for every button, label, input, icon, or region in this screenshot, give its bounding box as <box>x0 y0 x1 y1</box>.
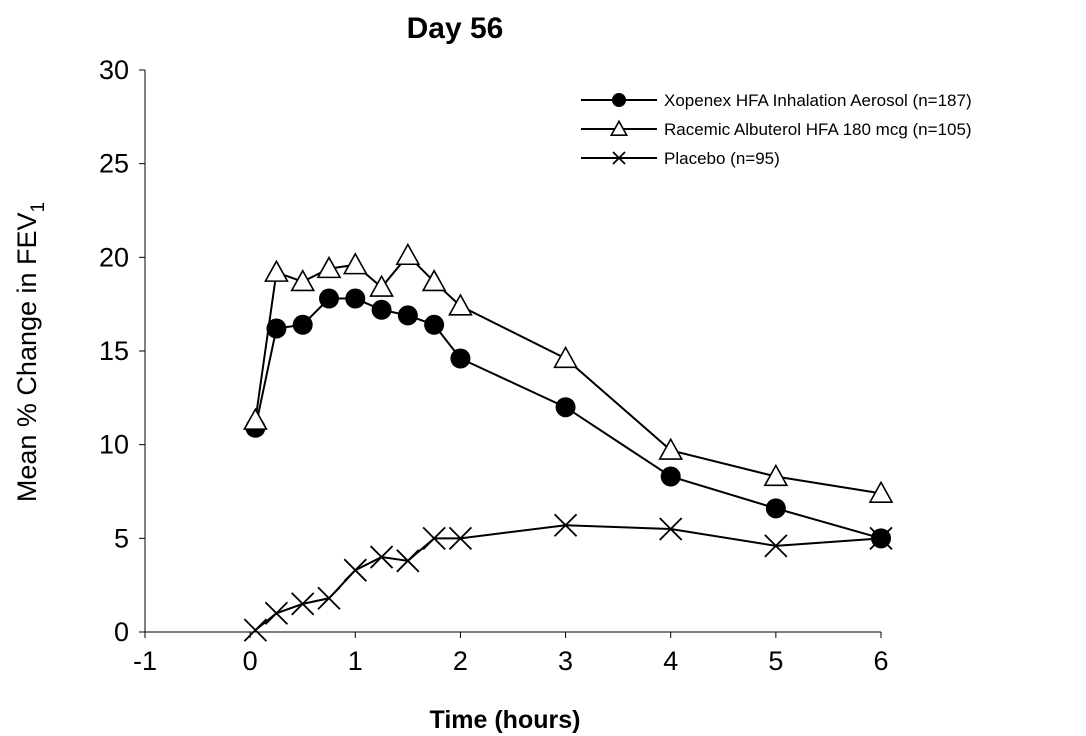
legend-entry-3: Placebo (n=95) <box>581 149 780 168</box>
y-tick-label: 5 <box>114 523 129 553</box>
data-point <box>292 314 313 335</box>
y-tick-label: 20 <box>99 242 129 272</box>
data-point <box>658 437 684 460</box>
data-point <box>371 299 392 320</box>
y-tick-label: 15 <box>99 336 129 366</box>
data-point <box>450 348 471 369</box>
x-tick-label: 2 <box>453 646 468 676</box>
x-axis-label: Time (hours) <box>430 706 581 734</box>
x-tick-label: -1 <box>133 646 157 676</box>
data-point <box>266 318 287 339</box>
data-point <box>764 534 788 558</box>
x-tick-label: 4 <box>663 646 678 676</box>
y-tick-label: 10 <box>99 430 129 460</box>
x-tick-label: 0 <box>243 646 258 676</box>
data-point <box>345 288 366 309</box>
legend: Xopenex HFA Inhalation Aerosol (n=187) Ra… <box>581 91 972 168</box>
series-line <box>254 297 882 540</box>
y-tick-label: 0 <box>114 617 129 647</box>
data-point <box>395 242 421 266</box>
y-tick-labels: 0 5 10 15 20 25 30 <box>99 55 129 647</box>
data-point <box>243 407 268 430</box>
data-point <box>421 269 447 292</box>
series-line <box>254 524 882 631</box>
data-point <box>555 397 576 418</box>
data-point <box>243 618 268 642</box>
data-point <box>765 498 786 519</box>
x-tick-label: 3 <box>558 646 573 676</box>
legend-label: Placebo (n=95) <box>664 149 780 168</box>
data-point <box>319 288 339 309</box>
data-point <box>553 513 578 537</box>
data-point <box>553 345 578 369</box>
legend-label: Racemic Albuterol HFA 180 mcg (n=105) <box>664 120 972 139</box>
data-point <box>316 255 342 279</box>
data-point <box>369 274 394 297</box>
data-point <box>763 463 789 487</box>
x-tick-labels: -1 0 1 2 3 4 5 6 <box>133 646 889 676</box>
data-point <box>343 558 367 582</box>
legend-marker <box>612 151 626 165</box>
y-axis-label-main: Mean % Change in FEV <box>12 212 42 502</box>
data-point <box>869 526 893 550</box>
legend-marker <box>609 119 629 136</box>
data-point <box>264 259 289 282</box>
data-point <box>396 549 420 573</box>
series-2 <box>243 242 894 503</box>
data-point <box>868 480 894 503</box>
y-axis-label-subscript: 1 <box>28 202 49 213</box>
data-point <box>397 305 418 326</box>
x-tick-label: 6 <box>873 646 888 676</box>
y-tick-label: 30 <box>99 55 129 85</box>
legend-label: Xopenex HFA Inhalation Aerosol (n=187) <box>664 91 972 110</box>
axes <box>139 69 882 638</box>
data-point <box>424 314 445 335</box>
data-point <box>342 252 368 275</box>
data-point <box>448 293 473 316</box>
data-point <box>317 586 341 610</box>
legend-marker <box>612 93 626 107</box>
x-tick-label: 1 <box>348 646 363 676</box>
data-point <box>422 526 446 550</box>
data-point <box>369 545 394 569</box>
legend-entry-1: Xopenex HFA Inhalation Aerosol (n=187) <box>581 91 972 110</box>
chart-title: Day 56 <box>407 12 504 45</box>
data-point <box>659 517 683 541</box>
legend-entry-2: Racemic Albuterol HFA 180 mcg (n=105) <box>581 119 972 139</box>
data-point <box>448 526 473 550</box>
data-point <box>660 466 681 487</box>
series-1 <box>245 288 891 549</box>
data-point <box>290 269 316 292</box>
y-tick-label: 25 <box>99 149 129 179</box>
series-3 <box>243 513 893 642</box>
data-point <box>264 601 289 625</box>
x-tick-label: 5 <box>768 646 783 676</box>
y-axis-label: Mean % Change in FEV1 <box>12 202 49 502</box>
data-point <box>291 592 315 616</box>
series-group <box>243 242 894 642</box>
